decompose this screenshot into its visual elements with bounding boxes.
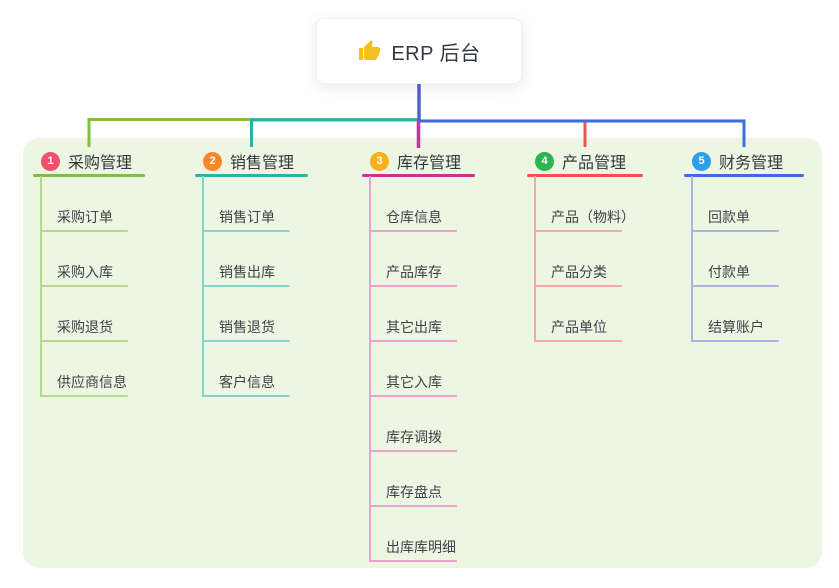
child-node-underline xyxy=(369,230,457,232)
child-tree-line xyxy=(691,176,693,342)
root-label: ERP 后台 xyxy=(391,42,481,65)
child-node-underline xyxy=(202,230,290,232)
child-node-underline xyxy=(691,230,779,232)
branches-panel xyxy=(23,138,822,568)
branch-heading-label: 产品管理 xyxy=(562,155,627,172)
child-node-label: 库存盘点 xyxy=(386,484,442,500)
child-node-underline xyxy=(369,450,457,452)
child-node-label: 其它出库 xyxy=(386,319,442,335)
branch-heading-label: 库存管理 xyxy=(397,155,462,172)
child-node-underline xyxy=(202,285,290,287)
branch-number-badge: 4 xyxy=(535,151,554,171)
child-node-underline xyxy=(202,395,290,397)
child-node-label: 销售退货 xyxy=(219,319,275,335)
branch-heading-underline xyxy=(527,173,643,177)
child-node-label: 采购订单 xyxy=(57,209,113,225)
child-node-underline xyxy=(691,340,779,342)
child-node-underline xyxy=(534,285,622,287)
root-node: ERP 后台 xyxy=(316,18,522,84)
child-node-underline xyxy=(369,560,457,562)
child-node-label: 产品（物料） xyxy=(551,209,635,225)
branch-heading-underline xyxy=(684,173,804,177)
child-node-label: 仓库信息 xyxy=(386,209,442,225)
thumbs-up-icon xyxy=(357,39,381,63)
branch-heading-label: 采购管理 xyxy=(68,155,133,172)
branch-heading-underline xyxy=(195,173,308,177)
child-node-underline xyxy=(369,505,457,507)
branch-heading-underline xyxy=(33,173,145,177)
child-node-label: 销售出库 xyxy=(219,264,275,280)
child-node-label: 库存调拨 xyxy=(386,429,442,445)
branch-heading-label: 销售管理 xyxy=(230,155,295,172)
child-node-label: 客户信息 xyxy=(219,374,275,390)
branch-number-badge: 5 xyxy=(692,151,711,171)
branch-heading: 1 采购管理 xyxy=(41,150,132,172)
child-node-underline xyxy=(534,340,622,342)
child-node-label: 采购入库 xyxy=(57,264,113,280)
child-node-underline xyxy=(369,340,457,342)
branch-heading: 4 产品管理 xyxy=(535,150,626,172)
branch-number-badge: 2 xyxy=(203,151,222,171)
child-tree-line xyxy=(534,176,536,342)
branch-number-badge: 1 xyxy=(41,151,60,171)
child-tree-line xyxy=(369,176,371,562)
child-node-underline xyxy=(369,285,457,287)
child-node-label: 出库库明细 xyxy=(386,539,456,555)
child-node-label: 产品单位 xyxy=(551,319,607,335)
child-node-underline xyxy=(40,230,128,232)
branch-number-badge: 3 xyxy=(370,151,389,171)
child-node-underline xyxy=(691,285,779,287)
child-node-label: 结算账户 xyxy=(708,319,764,335)
child-node-underline xyxy=(40,340,128,342)
child-node-underline xyxy=(40,285,128,287)
child-node-label: 供应商信息 xyxy=(57,374,127,390)
branch-heading: 3 库存管理 xyxy=(370,150,461,172)
child-node-label: 采购退货 xyxy=(57,319,113,335)
branch-heading: 2 销售管理 xyxy=(203,150,294,172)
child-node-underline xyxy=(40,395,128,397)
branch-heading-label: 财务管理 xyxy=(719,155,784,172)
child-node-label: 回款单 xyxy=(708,209,750,225)
child-node-label: 产品库存 xyxy=(386,264,442,280)
child-node-underline xyxy=(534,230,622,232)
child-node-label: 付款单 xyxy=(708,264,750,280)
child-node-label: 产品分类 xyxy=(551,264,607,280)
child-node-label: 其它入库 xyxy=(386,374,442,390)
branch-heading-underline xyxy=(362,173,475,177)
child-node-label: 销售订单 xyxy=(219,209,275,225)
child-node-underline xyxy=(369,395,457,397)
branch-heading: 5 财务管理 xyxy=(692,150,783,172)
child-node-underline xyxy=(202,340,290,342)
